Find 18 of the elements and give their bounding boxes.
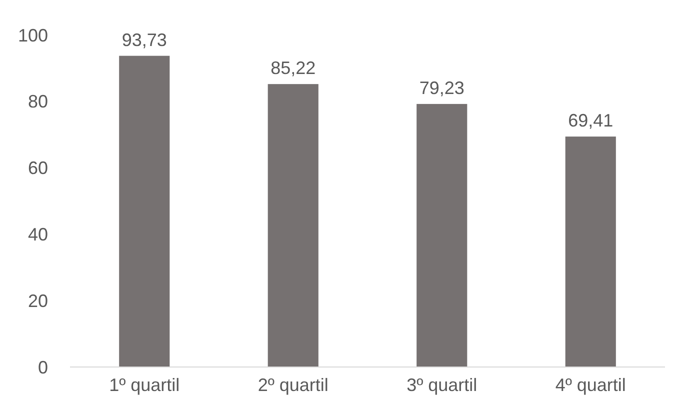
y-tick-label: 80	[28, 92, 48, 112]
y-tick-label: 40	[28, 224, 48, 244]
x-tick-label: 1º quartil	[109, 375, 180, 395]
x-tick-label: 2º quartil	[258, 375, 328, 395]
y-tick-label: 20	[28, 290, 48, 311]
x-tick-label: 3º quartil	[406, 375, 478, 395]
y-tick-label: 0	[38, 357, 48, 378]
data-label: 93,73	[122, 30, 167, 50]
x-tick-label: 4º quartil	[555, 375, 626, 395]
y-tick-label: 100	[18, 25, 48, 46]
data-label: 85,22	[270, 58, 316, 78]
y-tick-label: 60	[28, 158, 48, 178]
bar	[565, 136, 616, 367]
bar	[119, 56, 170, 367]
data-label: 79,23	[419, 78, 464, 98]
bar	[268, 84, 318, 367]
bar	[416, 104, 468, 367]
data-label: 69,41	[568, 110, 614, 131]
